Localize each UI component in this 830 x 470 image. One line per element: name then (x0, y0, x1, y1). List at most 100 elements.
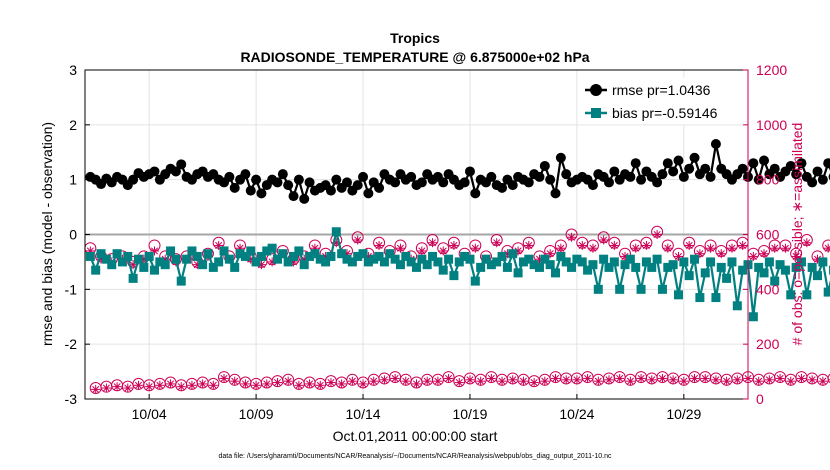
rmse-point-50 (352, 180, 363, 191)
obs-assimilated-point-59 (401, 376, 411, 386)
bias-point-57 (390, 254, 400, 264)
asterisk-stroke (701, 374, 709, 382)
rmse-point-45 (325, 185, 336, 196)
asterisk-stroke (215, 241, 223, 250)
x-tick-label-2: 10/14 (346, 406, 381, 422)
bias-point-120 (727, 257, 737, 267)
bias-point-13 (155, 257, 165, 267)
bias-point-76 (492, 257, 502, 267)
asterisk-stroke (445, 374, 453, 382)
asterisk-stroke (471, 244, 479, 252)
asterisk-stroke (594, 377, 602, 385)
obs-assimilated-point-45 (326, 378, 336, 388)
bias-point-9 (133, 254, 143, 264)
left-axis: -3 -2 -1 0 1 2 3 (65, 62, 90, 407)
asterisk-stroke (466, 376, 474, 384)
asterisk-stroke (188, 381, 196, 389)
left-tick-label-0: -3 (65, 391, 78, 407)
bias-point-10 (139, 262, 149, 272)
rmse-point-122 (737, 163, 748, 174)
bias-point-114 (695, 293, 705, 303)
obs-assimilated-point-115 (700, 373, 710, 383)
obs-assimilated-point-87 (551, 373, 561, 383)
obs-assimilated-point-9 (133, 380, 143, 390)
obs-assimilated-point-106 (652, 230, 662, 239)
obs-assimilated-point-64 (428, 238, 438, 248)
obs-assimilated-point-137 (818, 376, 828, 386)
bias-point-129 (775, 260, 785, 270)
bias-point-29 (240, 251, 250, 261)
bias-point-65 (433, 257, 443, 267)
data-file-footnote: data file: /Users/gharamti/Documents/NCA… (218, 453, 612, 460)
asterisk-stroke (781, 244, 789, 252)
bias-point-86 (545, 260, 555, 270)
asterisk-stroke (797, 374, 806, 382)
bias-point-12 (150, 265, 160, 275)
obs-assimilated-point-133 (796, 373, 806, 383)
asterisk-stroke (477, 377, 485, 385)
bias-point-53 (369, 254, 379, 264)
rmse-point-113 (689, 152, 700, 163)
bias-point-116 (706, 257, 716, 267)
asterisk-stroke (530, 379, 538, 387)
rmse-point-30 (245, 185, 256, 196)
bias-point-132 (791, 262, 801, 272)
y-axis-label-right: # of obs: o=possible; ∗=assimilated (789, 123, 805, 346)
asterisk-stroke (316, 381, 324, 389)
bias-point-17 (176, 276, 186, 286)
bias-point-34 (267, 243, 277, 253)
asterisk-stroke (610, 241, 618, 250)
bias-point-64 (428, 251, 438, 261)
rmse-point-37 (283, 180, 294, 191)
obs-assimilated-point-41 (305, 379, 315, 389)
bias-point-87 (551, 268, 561, 278)
asterisk-stroke (707, 244, 715, 252)
bias-point-44 (321, 257, 331, 267)
rmse-point-57 (390, 177, 401, 188)
rmse-point-17 (176, 159, 187, 170)
rmse-point-35 (272, 177, 283, 188)
asterisk-stroke (573, 376, 581, 384)
bias-point-2 (96, 249, 106, 259)
obs-assimilated-point-69 (454, 378, 464, 388)
rmse-point-26 (224, 171, 235, 182)
bias-point-7 (123, 251, 133, 261)
bias-point-43 (315, 254, 325, 264)
bias-point-99 (615, 284, 625, 294)
bias-point-15 (166, 246, 176, 256)
obs-assimilated-point-57 (390, 373, 400, 383)
rmse-point-72 (470, 188, 481, 199)
bias-point-106 (652, 254, 662, 264)
chart-subtitle: RADIOSONDE_TEMPERATURE @ 6.875000e+02 hP… (240, 49, 589, 65)
bias-point-81 (518, 257, 528, 267)
right-tick-label-3: 600 (756, 227, 780, 243)
right-tick-label-4: 800 (756, 172, 780, 188)
bias-point-83 (529, 260, 539, 270)
bias-point-100 (620, 260, 630, 270)
bias-point-112 (684, 271, 694, 281)
right-tick-label-1: 200 (756, 336, 780, 352)
asterisk-stroke (412, 380, 421, 388)
rmse-point-52 (363, 188, 374, 199)
bias-point-71 (465, 254, 475, 264)
rmse-point-125 (753, 174, 764, 185)
rmse-point-31 (251, 174, 262, 185)
left-tick-label-5: 2 (69, 117, 77, 133)
rmse-point-27 (229, 182, 240, 193)
asterisk-stroke (648, 376, 656, 384)
asterisk-stroke (776, 374, 784, 382)
asterisk-stroke (605, 376, 613, 384)
asterisk-stroke (653, 230, 661, 239)
bias-point-90 (567, 262, 577, 272)
bias-point-55 (379, 257, 389, 267)
legend-bias-label: bias pr=-0.59146 (612, 105, 718, 121)
bias-point-102 (631, 262, 641, 272)
obs-assimilated-point-7 (123, 383, 133, 393)
bias-point-0 (85, 251, 95, 261)
asterisk-stroke (450, 241, 458, 250)
asterisk-stroke (257, 261, 265, 269)
right-axis: 0 200 400 600 800 1000 1200 (743, 62, 787, 407)
asterisk-stroke (199, 380, 207, 388)
obs-assimilated-point-43 (315, 380, 325, 390)
bias-point-134 (802, 290, 812, 300)
